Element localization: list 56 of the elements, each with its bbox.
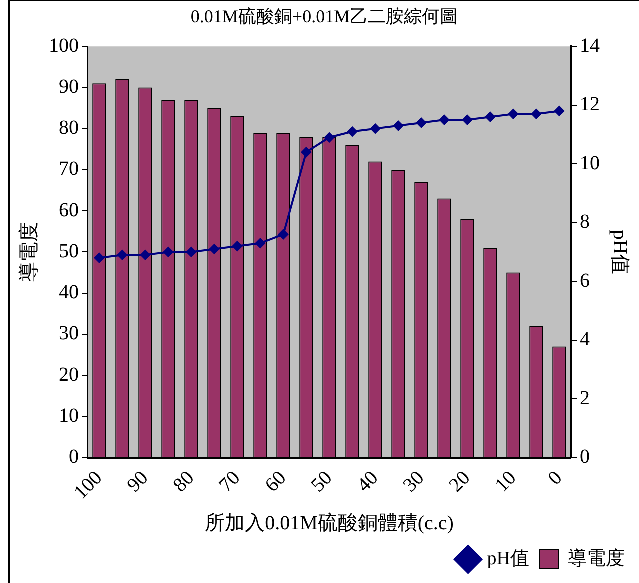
point <box>532 109 542 120</box>
y2-tick-label: 12 <box>580 94 600 116</box>
y-tick-label: 0 <box>69 446 79 468</box>
point <box>140 250 150 260</box>
x-tick-label: 60 <box>261 466 291 497</box>
point <box>164 247 174 258</box>
y-tick-label: 100 <box>49 34 79 57</box>
y-tick-label: 30 <box>59 322 79 345</box>
y2-tick-label: 4 <box>580 328 590 351</box>
x-tick-label: 90 <box>123 466 153 497</box>
point <box>94 253 104 264</box>
point <box>416 118 426 128</box>
x-tick-label: 20 <box>445 466 475 497</box>
y-tick-label: 60 <box>59 199 79 222</box>
point <box>462 115 472 126</box>
chart-title: 0.01M硫酸銅+0.01M乙二胺綜何圖 <box>190 6 458 27</box>
y2-tick-label: 8 <box>580 211 590 234</box>
x-axis-title: 所加入0.01M硫酸銅體積(c.c) <box>205 512 454 534</box>
point <box>278 230 288 240</box>
legend-label: pH值 <box>487 548 530 570</box>
y2-tick-label: 2 <box>580 387 590 410</box>
y-tick-label: 90 <box>59 76 79 98</box>
point <box>324 132 334 143</box>
x-tick-label: 10 <box>491 466 521 497</box>
point <box>118 250 128 260</box>
legend-label: 導電度 <box>568 547 625 570</box>
point <box>486 112 496 122</box>
x-tick-label: 80 <box>169 466 199 497</box>
y2-axis-title: pH值 <box>608 230 631 274</box>
x-tick-label: 70 <box>215 466 245 497</box>
x-tick-label: 50 <box>307 466 337 497</box>
y-axis-title: 導電度 <box>18 222 40 282</box>
point <box>256 238 266 248</box>
y-tick-label: 20 <box>59 364 79 386</box>
y2-tick-label: 14 <box>580 34 600 57</box>
y2-tick-label: 6 <box>580 270 590 292</box>
y-tick-label: 40 <box>59 282 79 304</box>
y-tick-label: 10 <box>59 404 79 427</box>
point <box>348 126 358 137</box>
point <box>186 247 196 258</box>
y2-tick-label: 0 <box>580 446 590 468</box>
y-tick-label: 80 <box>59 117 79 140</box>
point <box>370 124 380 134</box>
y2-tick-label: 10 <box>580 152 600 174</box>
point <box>508 109 518 120</box>
y-tick-label: 50 <box>59 240 79 262</box>
x-tick-label: 0 <box>544 466 567 490</box>
point <box>554 106 564 116</box>
x-tick-label: 40 <box>353 466 383 497</box>
point <box>232 241 242 252</box>
point <box>440 115 450 126</box>
point <box>210 244 220 254</box>
point <box>394 120 404 131</box>
y-tick-label: 70 <box>59 158 79 180</box>
point <box>302 147 312 158</box>
x-tick-label: 30 <box>399 466 429 497</box>
